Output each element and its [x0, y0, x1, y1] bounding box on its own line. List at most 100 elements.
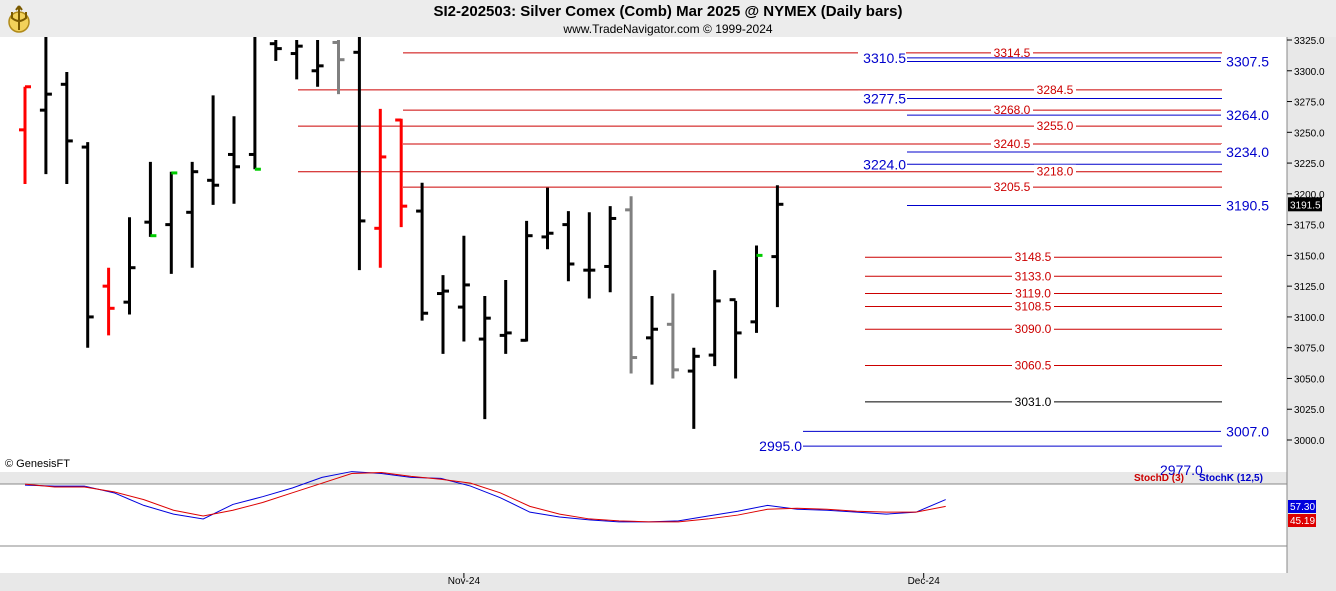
x-tick-label: Nov-24	[448, 576, 481, 587]
legend-stochd: StochD (3)	[1134, 473, 1184, 484]
level-label: 3133.0	[1015, 269, 1052, 283]
y-tick-label: 3100.0	[1294, 313, 1325, 324]
ohlc-bar	[144, 161, 157, 238]
stoch-value-box	[1288, 514, 1316, 527]
y-tick-label: 3075.0	[1294, 344, 1325, 355]
stochastic-panel	[0, 484, 1287, 573]
level-label-bg	[1221, 144, 1269, 160]
level-label: 3205.5	[994, 180, 1031, 194]
ohlc-bar	[416, 182, 429, 321]
ohlc-bar	[395, 118, 408, 228]
ohlc-bar	[771, 185, 784, 308]
level-label: 3224.0	[863, 156, 906, 172]
ohlc-bar	[165, 171, 178, 274]
level-label: 3314.5	[994, 46, 1031, 60]
chart-title: SI2-202503: Silver Comex (Comb) Mar 2025…	[433, 3, 903, 20]
level-label: 3310.5	[863, 50, 906, 66]
y-tick-label: 3025.0	[1294, 405, 1325, 416]
level-label-bg	[1012, 250, 1054, 265]
ohlc-bar	[583, 212, 596, 299]
level-label-bg	[754, 438, 802, 455]
level-label-bg	[858, 49, 906, 66]
level-label: 3007.0	[1226, 423, 1269, 439]
ohlc-bar	[666, 293, 679, 379]
level-label-bg	[991, 180, 1033, 195]
level-label: 3190.5	[1226, 198, 1269, 214]
level-label-bg	[1221, 53, 1269, 70]
ohlc-bar	[39, 37, 52, 175]
y-tick-label: 3050.0	[1294, 374, 1325, 385]
y-tick-label: 3325.0	[1294, 36, 1325, 47]
level-label: 3277.5	[863, 90, 906, 106]
ohlc-bar	[353, 37, 366, 271]
level-label: 3218.0	[1037, 165, 1074, 179]
level-label: 3255.0	[1037, 119, 1074, 133]
ohlc-bar	[729, 298, 742, 379]
ohlc-bar	[562, 211, 575, 282]
y-tick-label: 3300.0	[1294, 67, 1325, 78]
level-label-bg	[1012, 299, 1054, 314]
level-label-bg	[858, 156, 906, 173]
ohlc-bar	[457, 235, 470, 342]
y-tick-label: 3275.0	[1294, 98, 1325, 109]
ohlc-bar	[625, 196, 638, 374]
ohlc-bar	[499, 280, 512, 354]
y-tick-label: 3150.0	[1294, 251, 1325, 262]
ohlc-bar	[478, 296, 491, 420]
ohlc-bar	[123, 217, 136, 315]
ohlc-bar	[207, 95, 220, 205]
ohlc-bar	[520, 220, 533, 342]
ohlc-bar	[311, 40, 324, 87]
ohlc-bar	[290, 40, 303, 80]
level-label-bg	[1012, 394, 1054, 409]
level-label: 3240.5	[994, 137, 1031, 151]
level-label-bg	[1012, 322, 1054, 337]
y-tick-label: 3225.0	[1294, 159, 1325, 170]
level-label-bg	[991, 45, 1033, 60]
trident-logo-icon	[8, 5, 30, 33]
ohlc-bar	[646, 296, 658, 385]
y-tick-label: 3250.0	[1294, 128, 1325, 139]
level-label-bg	[1012, 286, 1054, 301]
ohlc-bar	[19, 85, 31, 184]
level-label: 3119.0	[1015, 287, 1051, 301]
level-label: 2995.0	[759, 438, 802, 454]
x-tick-label: Dec-24	[908, 576, 941, 587]
stoch-value-label: 57.30	[1290, 502, 1315, 513]
stoch-line	[24, 472, 946, 523]
level-label-bg	[991, 103, 1033, 118]
copyright-label: © GenesisFT	[5, 458, 70, 470]
ohlc-bar	[228, 116, 240, 204]
level-label-bg	[1221, 423, 1269, 440]
level-label: 3307.5	[1226, 54, 1269, 70]
last-price-box	[1288, 197, 1322, 212]
level-label-bg	[1012, 358, 1054, 373]
y-tick-label: 3000.0	[1294, 436, 1325, 447]
ohlc-bar	[248, 37, 261, 171]
level-label: 3060.5	[1015, 359, 1052, 373]
level-label-bg	[1221, 197, 1269, 214]
ohlc-bar	[60, 72, 73, 184]
level-label: 3264.0	[1226, 107, 1269, 123]
level-label: 3284.5	[1037, 83, 1074, 97]
ohlc-bar	[604, 206, 617, 293]
level-label-bg	[1034, 164, 1076, 179]
stoch-value-box	[1288, 500, 1316, 513]
last-price-label: 3191.5	[1290, 200, 1321, 211]
level-label: 3108.5	[1015, 299, 1052, 313]
level-label-bg	[1034, 82, 1076, 97]
ohlc-bar	[541, 187, 554, 250]
ohlc-bar	[102, 267, 115, 336]
level-label: 3148.5	[1015, 250, 1052, 264]
chart-subtitle: www.TradeNavigator.com © 1999-2024	[563, 22, 773, 36]
level-label: 3234.0	[1226, 144, 1269, 160]
ohlc-bar	[186, 161, 199, 268]
level-label-bg	[1034, 119, 1076, 134]
chart-header	[0, 0, 1336, 37]
legend-stochk: StochK (12,5)	[1199, 473, 1263, 484]
stoch-value-label: 45.19	[1290, 516, 1315, 527]
level-label: 3090.0	[1015, 322, 1052, 336]
y-tick-label: 3175.0	[1294, 221, 1325, 232]
y-tick-label: 3200.0	[1294, 190, 1325, 201]
